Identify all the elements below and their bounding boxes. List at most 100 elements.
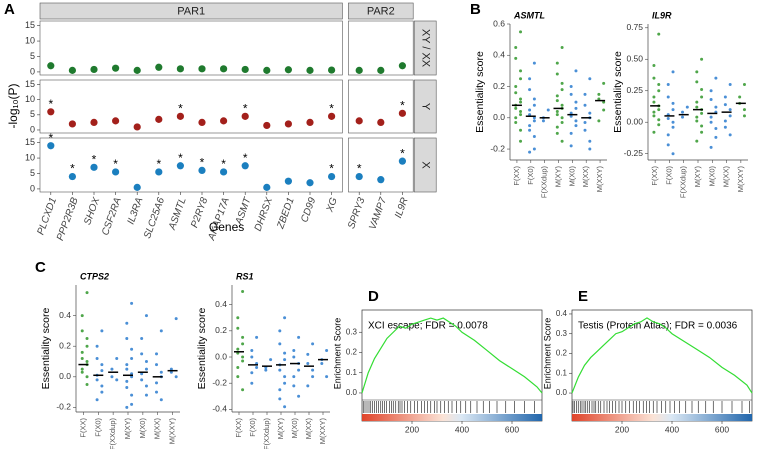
y-tick-label: 0.2 (556, 349, 568, 358)
point (569, 92, 573, 96)
point (519, 69, 523, 73)
point (255, 335, 259, 339)
dot (133, 183, 141, 191)
point (555, 94, 559, 98)
point (555, 131, 559, 135)
point (574, 119, 578, 123)
panel-letter: D (368, 288, 379, 305)
x-tick-label: F(XX) (650, 166, 659, 186)
point (236, 365, 240, 369)
significance-star: * (48, 97, 53, 111)
facet-label: PAR2 (367, 5, 395, 17)
point (283, 358, 287, 362)
x-tick-label: 600 (715, 424, 729, 434)
point (155, 390, 159, 394)
point (85, 291, 89, 295)
dot (90, 65, 98, 74)
y-tick-label: 0.2 (346, 348, 358, 357)
dot (155, 63, 163, 71)
panel-letter: C (35, 259, 46, 276)
point (514, 106, 518, 110)
dot (328, 66, 336, 74)
point (602, 81, 606, 85)
row-strip (413, 79, 437, 134)
point (130, 372, 134, 376)
point (125, 379, 129, 383)
point (695, 115, 699, 119)
point (583, 92, 587, 96)
point (700, 95, 704, 99)
point (685, 105, 689, 109)
point (532, 61, 536, 65)
point (283, 316, 287, 320)
y-tick-label: 15 (25, 79, 35, 89)
point (546, 108, 550, 112)
point (325, 375, 329, 379)
dot (155, 168, 163, 176)
y-tick-label: 15 (25, 20, 35, 30)
gene-label: PPP2R3B (55, 196, 81, 242)
point (560, 81, 564, 85)
dot (68, 120, 76, 128)
panel-letter: E (578, 288, 588, 305)
point (723, 103, 727, 107)
point (306, 384, 310, 388)
point (95, 378, 99, 382)
point (728, 108, 732, 112)
point (695, 119, 699, 123)
dot (198, 166, 206, 174)
point (569, 85, 573, 89)
point (709, 98, 713, 102)
x-tick-label: M(XX) (304, 418, 313, 440)
point (583, 128, 587, 132)
point (519, 128, 523, 132)
significance-star: * (156, 157, 161, 171)
gene-label: XG (324, 196, 340, 214)
point (742, 82, 746, 86)
point (528, 88, 532, 92)
plot-title: XCI escape; FDR = 0.0078 (368, 321, 488, 332)
point (555, 72, 559, 76)
significance-star: * (400, 146, 405, 160)
point (519, 77, 523, 81)
point (569, 144, 573, 148)
y-tick-label: 5 (30, 109, 35, 119)
point (681, 110, 685, 114)
point (144, 314, 148, 318)
x-tick-label: 200 (615, 424, 629, 434)
dot (47, 62, 55, 70)
x-tick-label: F(X0) (248, 417, 257, 436)
point (588, 139, 592, 143)
point (125, 405, 129, 409)
x-tick-label: F(XX) (78, 418, 87, 438)
point (560, 116, 564, 120)
point (169, 367, 173, 371)
gene-label: SHOX (82, 196, 102, 227)
point (292, 384, 296, 388)
point (80, 367, 84, 371)
point (269, 358, 273, 362)
point (115, 378, 119, 382)
point (695, 100, 699, 104)
significance-star: * (357, 162, 362, 176)
dot (398, 62, 406, 70)
point (110, 367, 114, 371)
y-tick-label: -0.2 (490, 143, 505, 153)
dot (176, 162, 184, 170)
point (695, 139, 699, 143)
dot (306, 66, 314, 74)
point (514, 85, 518, 89)
x-axis-title: Genes (209, 220, 244, 234)
dot (112, 117, 120, 125)
point (532, 103, 536, 107)
point (115, 356, 119, 360)
point (569, 114, 573, 118)
point (560, 88, 564, 92)
point (528, 128, 532, 132)
point (292, 348, 296, 352)
row-label: XY / XX (419, 29, 431, 68)
x-tick-label: 200 (405, 424, 419, 434)
point (666, 143, 670, 147)
y-tick-label: 0.25 (626, 85, 643, 95)
point (652, 130, 656, 134)
